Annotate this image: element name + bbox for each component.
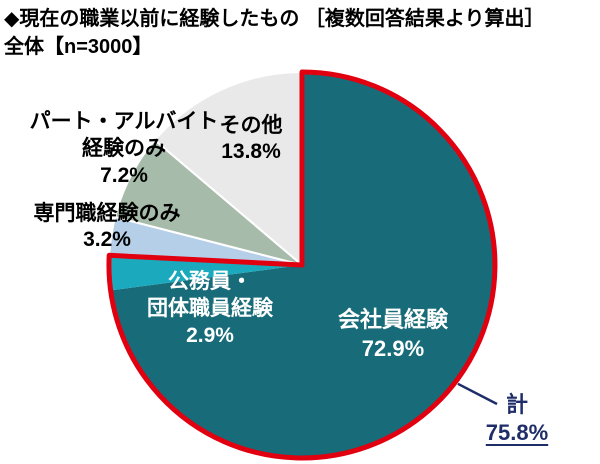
total-label-text: 計 bbox=[505, 392, 528, 417]
slice-label-civil-servant: 公務員・ 団体職員経験 2.9% bbox=[110, 268, 310, 349]
slice-label-line: 経験のみ bbox=[82, 137, 166, 160]
total-outline bbox=[106, 69, 498, 461]
slice-label-line: パート・アルバイト bbox=[29, 110, 219, 133]
slice-label-line: 公務員・ bbox=[168, 270, 252, 293]
slice-label-line: 専門職経験のみ bbox=[33, 202, 181, 225]
slice-value: 2.9% bbox=[186, 324, 234, 347]
slice-label-company-employee: 会社員経験 72.9% bbox=[293, 305, 493, 363]
total-leader-line bbox=[457, 382, 498, 406]
slice-label-line: 会社員経験 bbox=[337, 307, 448, 332]
slice-value: 72.9% bbox=[361, 336, 425, 361]
pie-slice-other bbox=[153, 70, 303, 268]
slice-value: 3.2% bbox=[83, 228, 131, 251]
total-label: 計 75.8% bbox=[457, 391, 577, 447]
total-value: 75.8% bbox=[485, 420, 549, 445]
slice-value: 13.8% bbox=[221, 140, 281, 163]
chart-title-block: ◆現在の職業以前に経験したもの ［複数回答結果より算出］ 全体【n=3000】 bbox=[4, 5, 596, 61]
slice-label-line: 団体職員経験 bbox=[147, 297, 273, 320]
slice-value: 7.2% bbox=[100, 164, 148, 187]
slice-label-part-time: パート・アルバイト 経験のみ 7.2% bbox=[24, 108, 224, 189]
slice-label-line: その他 bbox=[219, 114, 283, 137]
slice-label-professional: 専門職経験のみ 3.2% bbox=[7, 201, 207, 253]
chart-subtitle: 全体【n=3000】 bbox=[4, 36, 153, 58]
slice-label-other: その他 13.8% bbox=[191, 113, 311, 165]
chart-title: ◆現在の職業以前に経験したもの ［複数回答結果より算出］ bbox=[4, 8, 545, 30]
